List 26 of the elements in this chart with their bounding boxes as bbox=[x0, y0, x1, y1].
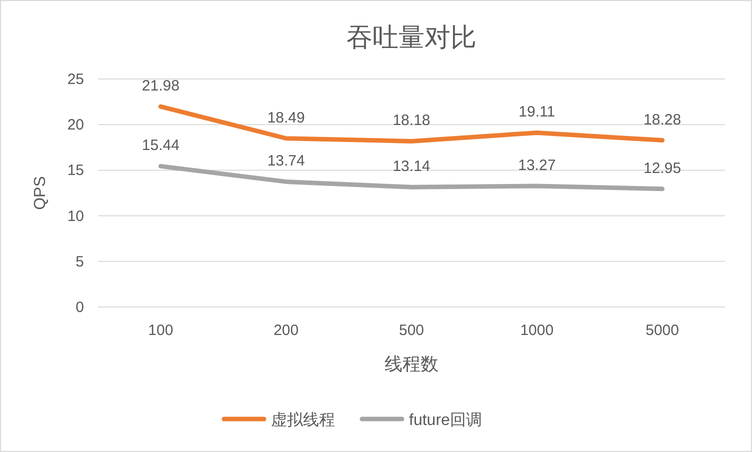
data-label: 19.11 bbox=[518, 104, 556, 121]
y-tick-label: 0 bbox=[76, 299, 84, 316]
y-tick-label: 5 bbox=[76, 253, 84, 270]
y-tick-label: 25 bbox=[67, 71, 84, 88]
data-label: 15.44 bbox=[142, 137, 180, 154]
data-label: 13.74 bbox=[267, 152, 305, 170]
data-label: 13.14 bbox=[392, 158, 430, 176]
x-tick-label: 200 bbox=[274, 322, 299, 339]
legend-label: future回调 bbox=[409, 412, 482, 429]
data-label: 13.27 bbox=[518, 156, 556, 174]
data-label: 21.98 bbox=[142, 78, 180, 95]
y-tick-label: 20 bbox=[67, 116, 84, 134]
x-axis-title: 线程数 bbox=[384, 354, 438, 374]
legend-label: 虚拟线程 bbox=[271, 411, 335, 429]
y-tick-label: 15 bbox=[67, 162, 84, 180]
x-tick-label: 500 bbox=[398, 322, 424, 339]
y-tick-label: 10 bbox=[67, 208, 84, 225]
data-label: 18.49 bbox=[267, 109, 305, 126]
data-label: 18.28 bbox=[644, 111, 682, 128]
y-axis-title: QPS bbox=[32, 176, 49, 210]
x-tick-label: 1000 bbox=[520, 322, 554, 339]
data-label: 18.18 bbox=[392, 112, 430, 130]
data-label: 12.95 bbox=[644, 160, 682, 177]
x-tick-label: 5000 bbox=[646, 322, 679, 339]
x-tick-label: 100 bbox=[148, 322, 174, 339]
chart-title: 吞吐量对比 bbox=[346, 22, 476, 52]
